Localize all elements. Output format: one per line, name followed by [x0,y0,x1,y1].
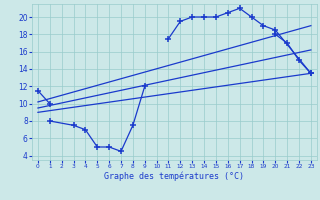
X-axis label: Graphe des températures (°C): Graphe des températures (°C) [104,172,244,181]
